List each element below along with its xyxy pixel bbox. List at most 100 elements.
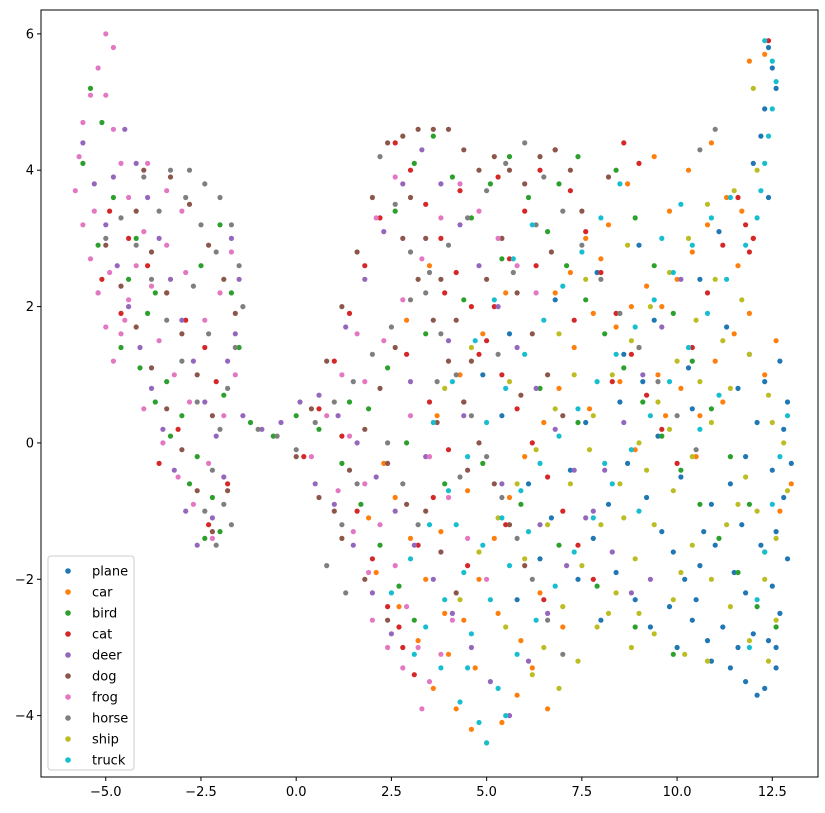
point-truck-68 <box>472 338 478 344</box>
point-cat-60 <box>704 290 711 296</box>
point-ship-56 <box>567 481 574 487</box>
point-plane-20 <box>743 679 749 685</box>
point-car-41 <box>453 706 459 712</box>
point-truck-39 <box>704 310 711 316</box>
point-frog-53 <box>419 256 425 262</box>
point-deer-10 <box>194 542 200 548</box>
point-ship-79 <box>442 385 448 391</box>
point-truck-9 <box>708 215 715 221</box>
point-bird-40 <box>545 229 551 235</box>
point-car-24 <box>666 208 673 214</box>
point-bird-69 <box>480 460 486 466</box>
point-plane-54 <box>670 549 676 555</box>
point-cat-1 <box>743 222 749 228</box>
point-bird-64 <box>499 256 505 262</box>
point-cat-27 <box>545 474 551 480</box>
point-frog-2 <box>95 65 101 71</box>
point-dog-37 <box>362 576 368 582</box>
point-bird-36 <box>468 215 474 221</box>
point-cat-16 <box>118 310 124 316</box>
point-bird-23 <box>247 419 254 426</box>
point-truck-42 <box>784 413 791 419</box>
point-car-78 <box>586 406 593 412</box>
point-cat-67 <box>442 290 448 296</box>
point-deer-39 <box>506 713 513 719</box>
point-truck-73 <box>678 201 684 207</box>
point-bird-42 <box>583 297 589 303</box>
point-car-21 <box>583 235 589 241</box>
point-frog-49 <box>419 706 425 712</box>
point-car-50 <box>472 665 478 671</box>
point-plane-33 <box>644 494 650 501</box>
point-dog-69 <box>434 419 440 426</box>
point-ship-68 <box>628 644 635 651</box>
point-ship-60 <box>666 426 673 432</box>
x-tick-label: 10.0 <box>663 785 692 800</box>
point-deer-60 <box>552 426 558 432</box>
point-frog-71 <box>445 494 452 501</box>
point-bird-24 <box>270 433 276 439</box>
point-car-69 <box>434 413 440 419</box>
point-dog-35 <box>316 494 322 501</box>
point-frog-74 <box>91 208 97 214</box>
point-cat-15 <box>99 276 105 282</box>
point-deer-44 <box>602 467 608 473</box>
point-truck-28 <box>495 685 501 692</box>
point-ship-13 <box>556 685 562 692</box>
point-truck-60 <box>388 590 394 596</box>
point-plane-63 <box>750 631 756 637</box>
point-frog-51 <box>381 338 387 344</box>
point-car-67 <box>788 481 794 487</box>
point-bird-57 <box>689 358 695 364</box>
point-plane-15 <box>777 610 783 617</box>
point-dog-4 <box>164 406 170 412</box>
point-plane-81 <box>621 351 627 357</box>
point-ship-14 <box>575 658 581 664</box>
point-frog-26 <box>232 372 238 378</box>
point-truck-57 <box>445 488 452 494</box>
point-dog-63 <box>331 508 337 514</box>
point-ship-37 <box>682 651 688 657</box>
point-car-51 <box>442 610 448 617</box>
point-horse-69 <box>343 590 349 596</box>
legend-label-frog: frog <box>92 691 118 706</box>
point-ship-69 <box>754 508 760 514</box>
point-ship-31 <box>746 638 753 644</box>
point-dog-47 <box>522 563 528 569</box>
point-cat-59 <box>689 344 695 351</box>
point-truck-20 <box>499 515 505 521</box>
point-car-49 <box>495 610 501 617</box>
point-cat-77 <box>404 351 410 357</box>
point-plane-0 <box>765 44 772 51</box>
point-horse-21 <box>183 194 189 201</box>
point-deer-24 <box>228 235 234 241</box>
point-truck-81 <box>503 713 509 719</box>
point-frog-23 <box>202 317 208 323</box>
point-frog-72 <box>465 535 471 542</box>
point-dog-20 <box>445 126 452 132</box>
point-frog-11 <box>110 358 116 364</box>
point-bird-61 <box>613 167 619 173</box>
point-truck-0 <box>762 38 768 44</box>
point-car-72 <box>503 290 509 296</box>
point-plane-26 <box>666 604 673 610</box>
point-dog-30 <box>354 249 360 255</box>
point-bird-45 <box>640 399 646 405</box>
point-cat-28 <box>560 508 566 514</box>
point-bird-2 <box>80 160 86 166</box>
point-truck-62 <box>487 597 493 603</box>
point-plane-64 <box>727 665 734 671</box>
point-bird-67 <box>385 365 391 371</box>
point-dog-73 <box>579 208 585 214</box>
point-ship-16 <box>613 590 619 596</box>
point-deer-55 <box>457 222 463 228</box>
point-deer-66 <box>369 590 375 596</box>
point-bird-37 <box>487 181 493 187</box>
point-deer-7 <box>160 426 166 432</box>
point-horse-71 <box>434 379 440 385</box>
point-car-55 <box>381 460 387 466</box>
point-horse-24 <box>255 426 261 432</box>
point-dog-39 <box>400 235 406 241</box>
point-dog-57 <box>545 372 551 378</box>
point-car-75 <box>404 317 410 323</box>
